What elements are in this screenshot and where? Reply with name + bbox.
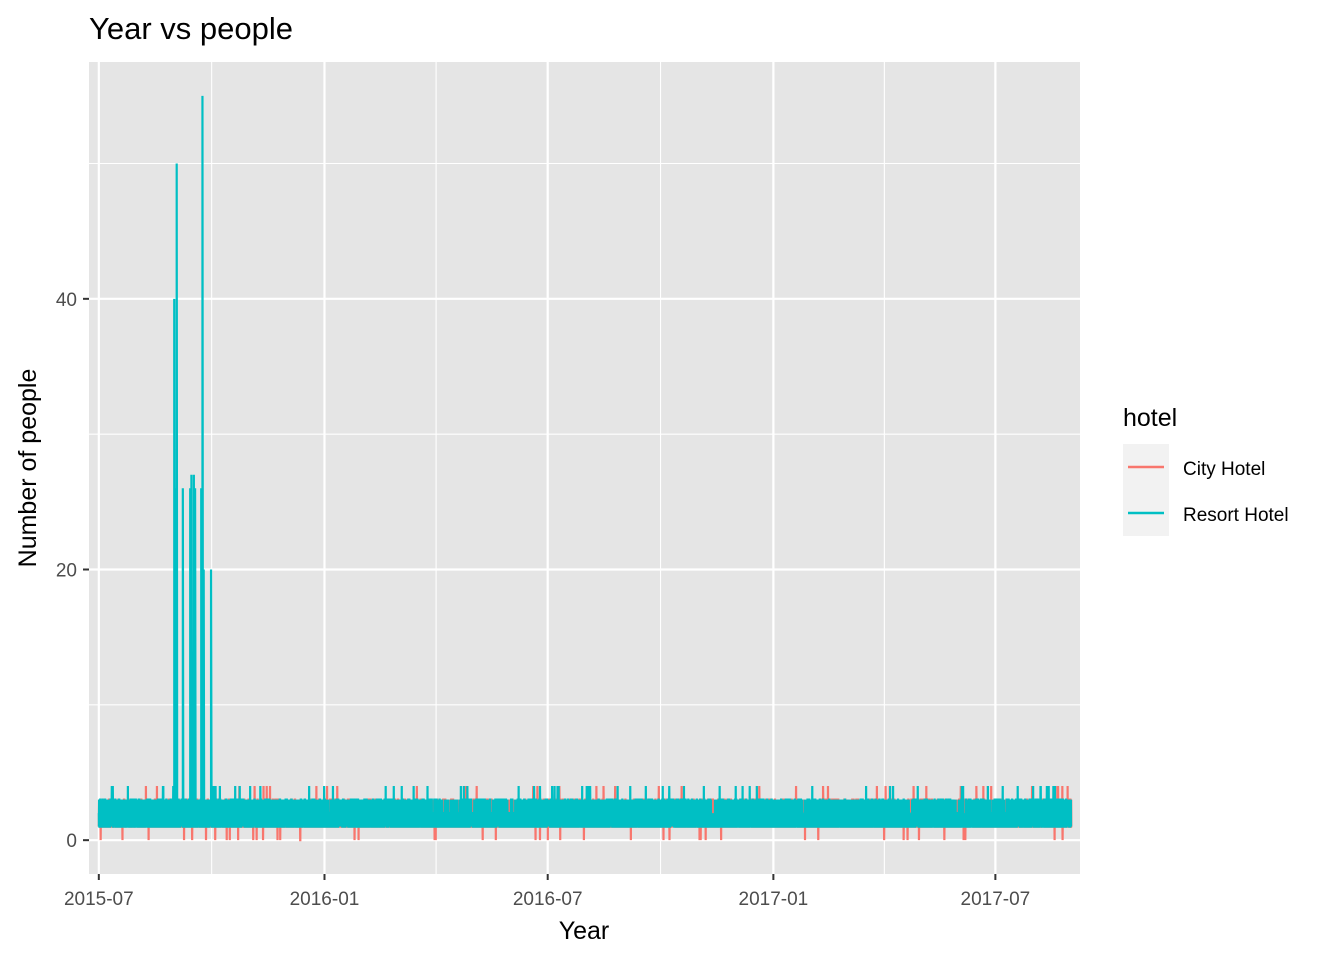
series-line-resort-hotel: [97, 95, 1073, 828]
grid-lines: [89, 62, 1080, 874]
y-axis-title: Number of people: [14, 369, 42, 568]
x-tick-label: 2015-07: [64, 889, 134, 910]
plot-panel: [89, 62, 1080, 874]
x-tick-label: 2016-01: [290, 889, 360, 910]
x-tick-label: 2016-07: [513, 889, 583, 910]
x-tick-label: 2017-01: [739, 889, 809, 910]
axes: 0 20 40 2015-07 2016-01 2016-07 2017-01 2017-07: [56, 290, 1030, 910]
y-tick-label: 20: [56, 561, 77, 582]
y-tick-label: 0: [66, 831, 77, 852]
x-tick-label: 2017-07: [961, 889, 1031, 910]
legend-label-resort-hotel: Resort Hotel: [1183, 505, 1289, 526]
legend-key-background: [1123, 444, 1169, 536]
data-layer: [97, 95, 1073, 842]
chart-title: Year vs people: [89, 11, 293, 46]
legend-title: hotel: [1123, 404, 1177, 432]
legend: hotel City Hotel Resort Hotel: [1123, 404, 1289, 536]
y-tick-label: 40: [56, 290, 77, 311]
legend-label-city-hotel: City Hotel: [1183, 459, 1265, 480]
x-axis-title: Year: [559, 917, 610, 945]
